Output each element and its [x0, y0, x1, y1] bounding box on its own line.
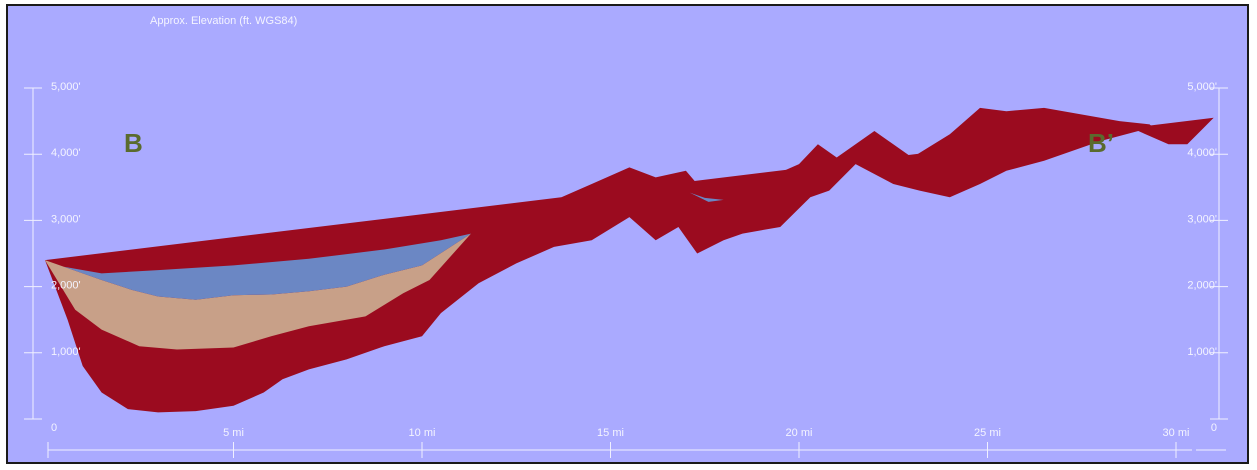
x-tick-label: 5 mi: [223, 427, 244, 439]
x-tick-label: 25 mi: [974, 427, 1001, 439]
left-y-tick-label: 3,000': [51, 213, 81, 225]
section-start-label: B: [124, 128, 143, 158]
red-layer: [45, 107, 1214, 413]
left-y-tick-label: 2,000': [51, 280, 81, 292]
right-y-tick-label: 1,000': [1187, 346, 1217, 358]
x-tick-label: 30 mi: [1163, 427, 1190, 439]
right-y-tick-label: 2,000': [1187, 280, 1217, 292]
section-end-label: B’: [1088, 128, 1114, 158]
geologic-layers: [45, 107, 1214, 413]
right-y-tick-label: 5,000': [1187, 81, 1217, 93]
left-y-tick-label: 4,000': [51, 147, 81, 159]
axes: 0 0 1,000' 1,000' 2,000' 2,000' 3,000' 3,000' 4,…: [24, 81, 1228, 458]
right-y-tick-label: 3,000': [1187, 213, 1217, 225]
x-tick-label: 15 mi: [597, 427, 624, 439]
right-y-tick-label: 0: [1211, 422, 1217, 434]
blue-layer-basin: [45, 233, 471, 300]
x-tick-label: 20 mi: [786, 427, 813, 439]
left-y-tick-label: 1,000': [51, 346, 81, 358]
elevation-profile-plot: 0 0 1,000' 1,000' 2,000' 2,000' 3,000' 3,000' 4,…: [8, 6, 1247, 462]
blue-layer-saddle: [689, 192, 724, 202]
elevation-caption: Approx. Elevation (ft. WGS84): [150, 15, 297, 27]
left-y-tick-label: 0: [51, 422, 57, 434]
x-tick-label: 10 mi: [409, 427, 436, 439]
cross-section-diagram: 0 0 1,000' 1,000' 2,000' 2,000' 3,000' 3,000' 4,…: [6, 4, 1249, 464]
right-y-tick-label: 4,000': [1187, 147, 1217, 159]
left-y-tick-label: 5,000': [51, 81, 81, 93]
tan-layer: [45, 233, 471, 350]
